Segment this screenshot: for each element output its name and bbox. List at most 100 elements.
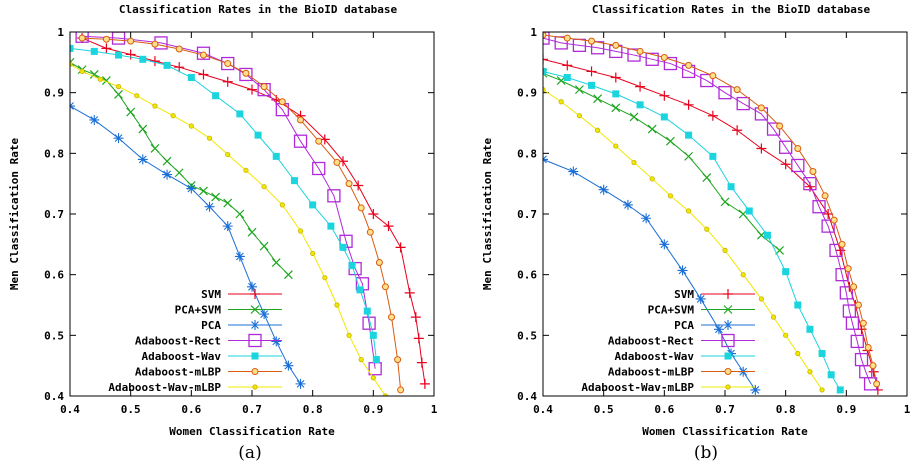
- data-point: [707, 110, 718, 121]
- y-tick-label: 0.4: [517, 390, 537, 403]
- data-point: [334, 302, 340, 308]
- data-point: [70, 57, 75, 67]
- chart-title: Classification Rates in the BioID databa…: [592, 3, 871, 16]
- data-point: [685, 208, 692, 214]
- data-point: [115, 51, 123, 59]
- data-point: [757, 104, 765, 112]
- data-point: [593, 94, 603, 104]
- chart-a: Classification Rates in the BioID databa…: [8, 3, 438, 438]
- data-point: [97, 76, 103, 82]
- data-point: [348, 262, 356, 270]
- data-point: [221, 56, 235, 71]
- data-point: [283, 270, 293, 280]
- data-point: [709, 152, 717, 160]
- data-point: [745, 207, 753, 215]
- data-point: [174, 62, 185, 73]
- data-point: [562, 60, 573, 71]
- legend-label: Adaboost-Wav-mLBP: [581, 381, 694, 394]
- data-point: [309, 201, 317, 209]
- data-point: [345, 180, 353, 188]
- data-point: [588, 37, 596, 45]
- data-point: [163, 61, 171, 69]
- data-point: [114, 90, 123, 99]
- data-point: [388, 313, 396, 321]
- legend-label: SVM: [201, 288, 221, 301]
- series-adaboost-rect: [543, 32, 878, 391]
- data-point: [247, 84, 257, 95]
- series-adaboost-wav: [543, 67, 844, 394]
- data-point: [366, 228, 374, 236]
- data-point: [363, 307, 371, 315]
- series-line: [543, 37, 872, 385]
- data-point: [783, 332, 789, 338]
- data-point: [660, 113, 668, 121]
- data-point: [613, 143, 619, 149]
- data-point: [740, 272, 746, 278]
- data-point: [641, 213, 652, 224]
- x-tick-label: 0.6: [181, 403, 201, 416]
- data-point: [234, 251, 245, 262]
- data-point: [763, 231, 771, 239]
- data-point: [188, 123, 194, 129]
- data-point: [806, 325, 814, 333]
- plot-area: [70, 32, 430, 396]
- data-point: [174, 168, 184, 178]
- data-point: [162, 169, 173, 180]
- chart-title: Classification Rates in the BioID databa…: [119, 3, 398, 16]
- data-point: [242, 69, 250, 77]
- y-tick-label: 0.8: [44, 147, 64, 160]
- data-point: [713, 324, 724, 335]
- data-point: [90, 47, 98, 55]
- data-point: [271, 258, 281, 267]
- series-adaboost-mlbp: [543, 32, 881, 388]
- data-point: [297, 116, 305, 124]
- data-point: [353, 180, 364, 191]
- data-point: [576, 113, 583, 119]
- x-axis-label: Women Classification Rate: [169, 425, 335, 438]
- legend-label: PCA+SVM: [175, 304, 222, 317]
- data-point: [794, 301, 802, 309]
- legend-label: Adaboost-Wav: [615, 350, 695, 363]
- x-tick-label: 0.9: [836, 403, 856, 416]
- data-point: [827, 371, 835, 379]
- data-point: [395, 242, 406, 253]
- data-point: [803, 177, 817, 191]
- data-point: [413, 333, 424, 344]
- data-point: [684, 151, 694, 161]
- legend-label: Adaboost-Rect: [135, 335, 221, 348]
- y-tick-label: 1: [57, 26, 64, 39]
- data-point: [199, 51, 207, 59]
- data-point: [839, 286, 853, 300]
- data-point: [809, 168, 817, 176]
- data-point: [101, 43, 112, 54]
- legend-marker: [724, 352, 732, 360]
- data-point: [261, 184, 267, 190]
- y-tick-label: 0.4: [44, 390, 64, 403]
- data-point: [224, 60, 232, 68]
- series-line: [70, 105, 301, 385]
- data-point: [610, 72, 621, 83]
- data-point: [627, 48, 641, 62]
- data-point: [563, 74, 571, 81]
- data-point: [720, 197, 730, 207]
- data-point: [702, 173, 712, 183]
- data-point: [126, 107, 136, 117]
- data-point: [636, 101, 644, 109]
- data-point: [339, 243, 347, 251]
- x-tick-label: 0.8: [776, 403, 796, 416]
- y-axis-label: Men Classification Rate: [8, 137, 21, 290]
- caption-b: (b): [694, 443, 718, 463]
- legend: SVM PCA+SVM PCA Adaboost-Rect Adaboost-Wav Ad…: [108, 288, 282, 394]
- data-point: [794, 144, 802, 152]
- legend: SVM PCA+SVM PCA Adaboost-Rect Adaboost-Wav Ad…: [581, 288, 755, 394]
- x-tick-label: 1: [904, 403, 911, 416]
- data-point: [283, 360, 294, 371]
- data-point: [758, 296, 765, 302]
- data-point: [322, 275, 328, 281]
- series-line: [543, 158, 756, 391]
- data-point: [211, 192, 221, 202]
- data-point: [357, 204, 365, 212]
- data-point: [636, 47, 644, 55]
- data-point: [683, 99, 694, 110]
